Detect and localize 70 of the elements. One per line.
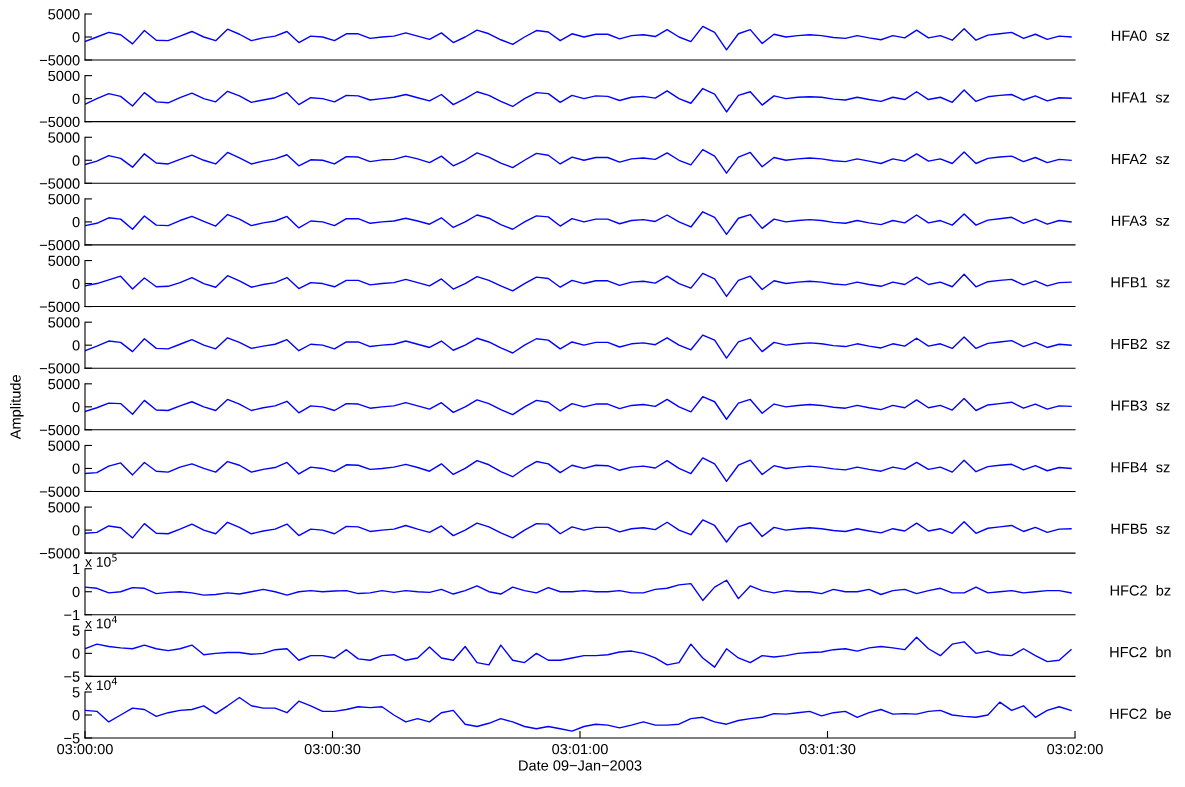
y-tick-label: −5 <box>64 671 80 682</box>
line-series <box>85 334 1072 359</box>
y-tick-label: 5 <box>72 687 80 698</box>
line-series <box>85 457 1072 483</box>
line-series <box>85 272 1072 298</box>
x-tick-label: 03:00:30 <box>304 743 361 755</box>
x-tick-label: 03:02:00 <box>1047 743 1103 755</box>
y-tick-label: 1 <box>73 563 80 575</box>
y-tick-label: 5 <box>72 625 80 636</box>
y-tick-label: 5000 <box>48 194 80 205</box>
text: HFA2 sz <box>1111 153 1170 165</box>
y-tick-label: −5000 <box>39 55 80 66</box>
text: HFB1 sz <box>1111 277 1170 288</box>
y-tick-label: −5000 <box>39 548 80 559</box>
text: x 10$^{4}$ <box>85 677 118 691</box>
text: HFB3 sz <box>1111 400 1170 411</box>
y-tick-label: −5000 <box>39 178 80 189</box>
y-tick-label: 0 <box>72 648 80 659</box>
text: HFC2 bn <box>1110 646 1171 658</box>
y-tick-label: 0 <box>72 155 80 166</box>
line-series <box>85 396 1072 420</box>
x-axis-title: Date 09−Jan−2003 <box>519 760 642 771</box>
y-tick-label: 0 <box>72 278 80 289</box>
y-tick-label: −5000 <box>39 240 80 251</box>
line-series <box>85 87 1072 113</box>
text: HFA3 sz <box>1111 215 1170 226</box>
text: HFB5 sz <box>1111 523 1170 535</box>
y-tick-label: 0 <box>72 340 80 351</box>
text: HFB2 sz <box>1111 338 1170 350</box>
y-axis-title: Amplitude <box>10 375 24 440</box>
line-series <box>85 579 1072 602</box>
text: HFA1 sz <box>1111 92 1170 103</box>
line-series <box>85 636 1072 668</box>
text: x 10$^{4}$ <box>85 615 118 629</box>
y-tick-label: 5000 <box>48 317 80 328</box>
text: HFB4 sz <box>1111 462 1170 473</box>
y-tick-label: −1 <box>64 609 80 621</box>
text: HFA0 sz <box>1111 30 1170 41</box>
y-tick-label: 5000 <box>48 255 80 266</box>
y-tick-label: 0 <box>72 217 80 228</box>
y-tick-label: 0 <box>72 32 80 43</box>
y-tick-label: 5000 <box>48 132 80 143</box>
line-series <box>85 519 1072 543</box>
y-tick-label: 0 <box>72 710 80 721</box>
y-tick-label: −5 <box>64 733 80 744</box>
y-tick-label: −5000 <box>39 363 80 374</box>
y-tick-label: 5000 <box>48 378 80 390</box>
line-series <box>85 211 1072 236</box>
text: x 10$^{5}$ <box>85 554 117 567</box>
line-series <box>85 25 1072 51</box>
x-tick-label: 03:01:30 <box>799 743 856 755</box>
line-series <box>85 148 1072 174</box>
y-tick-label: 0 <box>72 463 80 474</box>
y-tick-label: 0 <box>72 93 80 105</box>
y-tick-label: 0 <box>72 525 80 536</box>
y-tick-label: 5000 <box>48 70 80 82</box>
y-tick-label: 5000 <box>48 9 80 20</box>
y-tick-label: −5000 <box>39 116 80 128</box>
x-tick-label: 03:00:00 <box>57 743 113 755</box>
y-tick-label: −5000 <box>39 424 80 436</box>
text: HFC2 bz <box>1110 584 1171 596</box>
text: HFC2 be <box>1110 708 1171 719</box>
y-tick-label: 5000 <box>48 440 80 451</box>
y-tick-label: 5000 <box>48 502 80 513</box>
y-tick-label: 0 <box>72 586 80 598</box>
y-tick-label: 0 <box>72 401 80 413</box>
y-tick-label: −5000 <box>39 301 80 312</box>
x-tick-label: 03:01:00 <box>552 743 608 755</box>
line-series <box>85 696 1072 732</box>
y-tick-label: −5000 <box>39 486 80 497</box>
